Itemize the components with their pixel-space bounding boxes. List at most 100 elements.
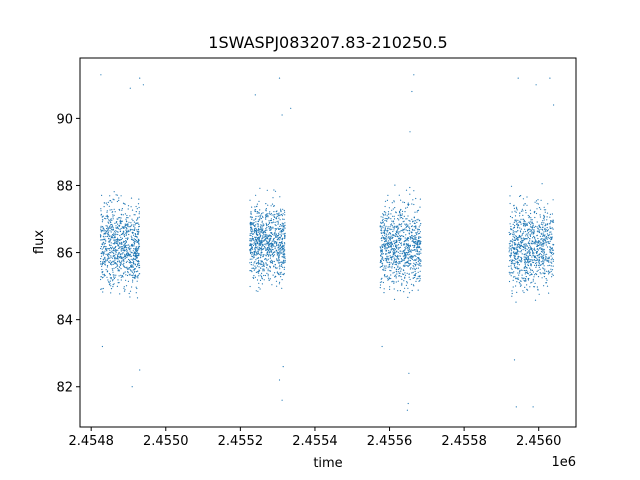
data-point [102, 244, 104, 246]
data-point [255, 247, 257, 249]
data-point [260, 249, 262, 251]
data-point [250, 212, 252, 214]
data-point [551, 236, 553, 238]
data-point [397, 251, 399, 253]
data-point [116, 265, 119, 267]
data-point [546, 227, 548, 229]
data-point [125, 218, 127, 220]
data-point [258, 230, 260, 232]
data-point [260, 262, 262, 264]
data-point [258, 253, 261, 255]
data-point [280, 210, 282, 212]
data-point [255, 245, 257, 247]
data-point [109, 260, 111, 262]
data-point [102, 273, 104, 276]
data-point [542, 249, 544, 251]
data-point [115, 257, 117, 259]
data-point [111, 235, 113, 237]
data-point [417, 260, 419, 263]
data-point [114, 211, 116, 213]
data-point [114, 276, 116, 278]
data-point [382, 227, 384, 229]
data-point [118, 225, 120, 227]
data-point [397, 233, 399, 235]
data-point [404, 255, 406, 257]
data-point [266, 224, 268, 226]
data-point [386, 220, 388, 222]
data-point [381, 258, 383, 260]
data-point [382, 216, 384, 218]
data-point [284, 222, 286, 224]
data-point [514, 248, 516, 250]
data-point [137, 241, 139, 243]
data-point [131, 229, 133, 231]
data-point [413, 255, 415, 257]
data-point [267, 223, 269, 226]
data-point [105, 235, 107, 238]
data-point [280, 225, 282, 227]
data-point [545, 223, 547, 225]
data-point [271, 214, 273, 216]
data-point [109, 274, 111, 276]
data-point [540, 245, 543, 247]
data-point [408, 250, 410, 252]
data-point [513, 239, 516, 241]
data-point [382, 256, 384, 258]
data-point [536, 257, 538, 259]
data-point [397, 263, 400, 265]
data-point [510, 259, 512, 261]
data-point [394, 251, 396, 253]
data-point [265, 258, 267, 260]
data-point [120, 262, 122, 264]
data-point [279, 239, 281, 241]
data-point [389, 251, 391, 254]
data-point [385, 260, 387, 262]
data-point [250, 216, 252, 218]
data-point [136, 276, 138, 278]
data-point [534, 282, 536, 284]
data-point [280, 271, 282, 273]
data-point [272, 226, 274, 228]
data-point [534, 260, 536, 262]
data-point [380, 221, 382, 223]
data-point [380, 237, 382, 240]
data-point [112, 280, 114, 282]
data-point [414, 263, 416, 265]
data-point [260, 276, 263, 278]
data-point [416, 263, 418, 265]
data-point [525, 238, 528, 240]
data-point [401, 223, 403, 225]
data-point [516, 278, 519, 280]
data-point [514, 256, 516, 258]
data-point [282, 366, 284, 368]
data-point [134, 258, 136, 260]
data-point [393, 288, 395, 290]
data-point [125, 246, 127, 249]
data-point [251, 232, 253, 234]
data-point [260, 217, 262, 220]
data-point [251, 218, 253, 220]
data-point [101, 288, 103, 290]
data-point [534, 257, 536, 259]
data-point [380, 255, 382, 257]
data-point [395, 241, 397, 244]
data-point [135, 235, 137, 237]
data-point [527, 236, 529, 238]
data-point [282, 230, 284, 233]
data-point [515, 267, 517, 269]
data-point [280, 273, 282, 275]
data-point [419, 276, 421, 278]
data-point [394, 225, 396, 227]
data-point [122, 249, 124, 251]
data-point [103, 243, 105, 245]
data-point [419, 198, 421, 200]
data-point [401, 230, 403, 232]
data-point [263, 263, 265, 265]
data-point [543, 252, 545, 254]
data-point [258, 237, 260, 239]
data-point [275, 280, 278, 282]
data-point [109, 225, 111, 227]
data-point [396, 250, 398, 252]
data-point [267, 244, 269, 246]
data-point [510, 267, 512, 269]
